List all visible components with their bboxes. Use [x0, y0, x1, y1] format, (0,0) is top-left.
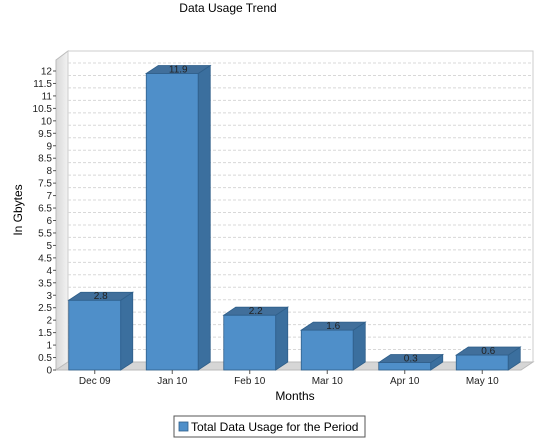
bar-side: [120, 291, 134, 371]
plot-back-wall: [67, 50, 534, 363]
bar-value-label: 0.6: [481, 346, 495, 357]
y-tick-label: 8: [46, 166, 52, 177]
bar: [67, 291, 135, 371]
x-tick-label: Apr 10: [390, 376, 420, 387]
y-tick-label: 9: [46, 141, 52, 152]
bar-side: [197, 64, 211, 371]
y-tick-label: 3: [46, 291, 52, 302]
bar-value-label: 2.8: [94, 291, 108, 302]
y-tick-label: 7.5: [38, 179, 52, 190]
y-tick-label: 0.5: [38, 353, 52, 364]
bar-front: [300, 329, 354, 371]
bar-front: [68, 299, 122, 371]
bar-top: [144, 65, 212, 74]
y-axis-ticks: 00.511.522.533.544.555.566.577.588.599.5…: [33, 67, 56, 377]
y-tick-label: 10.5: [33, 104, 53, 115]
bar: [454, 346, 522, 371]
bar-top: [299, 321, 367, 331]
bar-value-label: 1.6: [326, 321, 340, 332]
gridlines: [68, 62, 533, 351]
y-tick-label: 0: [46, 366, 52, 377]
legend-box: [173, 415, 366, 438]
bar-top: [454, 346, 522, 356]
bar-top: [377, 354, 445, 363]
y-tick-label: 6: [46, 216, 52, 227]
x-tick-label: May 10: [466, 376, 499, 387]
y-tick-label: 3.5: [38, 278, 52, 289]
x-axis-title: Months: [275, 389, 314, 403]
bar: [299, 321, 367, 371]
bar-value-label: 0.3: [404, 354, 418, 365]
bar: [222, 306, 290, 371]
bar-side: [275, 306, 289, 371]
y-tick-label: 4: [46, 266, 52, 277]
bar-top: [222, 306, 290, 316]
y-tick-label: 1: [46, 341, 52, 352]
bar-value-label: 11.9: [169, 64, 188, 75]
bar-front: [145, 73, 199, 371]
y-tick-label: 6.5: [38, 204, 52, 215]
legend-label: Total Data Usage for the Period: [191, 420, 358, 434]
bar-front: [223, 314, 277, 371]
legend-swatch: [178, 421, 189, 432]
bar-value-label: 2.2: [249, 306, 263, 317]
y-tick-label: 4.5: [38, 253, 52, 264]
y-tick-label: 11.5: [33, 79, 52, 90]
bar: [377, 353, 445, 371]
y-tick-label: 1.5: [38, 328, 52, 339]
y-tick-label: 11: [42, 91, 53, 102]
y-tick-label: 2.5: [38, 303, 52, 314]
y-tick-label: 9.5: [38, 129, 52, 140]
x-axis-ticks: Dec 09 Jan 10 Feb 10 Mar 10 Apr 10 May 10: [79, 370, 499, 387]
y-axis-title: In Gbytes: [11, 184, 25, 235]
chart-title: Data Usage Trend: [179, 1, 276, 15]
plot-left-wall: [55, 50, 69, 371]
y-tick-label: 12: [41, 67, 53, 78]
y-tick-label: 5: [46, 241, 52, 252]
bar: [144, 64, 212, 371]
y-tick-label: 7: [46, 191, 52, 202]
y-tick-label: 10: [41, 116, 53, 127]
y-tick-label: 8.5: [38, 154, 52, 165]
legend: Total Data Usage for the Period: [173, 415, 366, 438]
x-tick-label: Jan 10: [157, 376, 187, 387]
bars: 2.8 11.9 2.2 1.6 0.3 0.6: [67, 64, 522, 371]
x-tick-label: Mar 10: [312, 376, 344, 387]
x-tick-label: Feb 10: [234, 376, 266, 387]
bar-front: [455, 354, 509, 371]
x-tick-label: Dec 09: [79, 376, 111, 387]
bar-top: [67, 291, 135, 301]
y-tick-label: 5.5: [38, 228, 52, 239]
y-tick-label: 2: [46, 316, 52, 327]
